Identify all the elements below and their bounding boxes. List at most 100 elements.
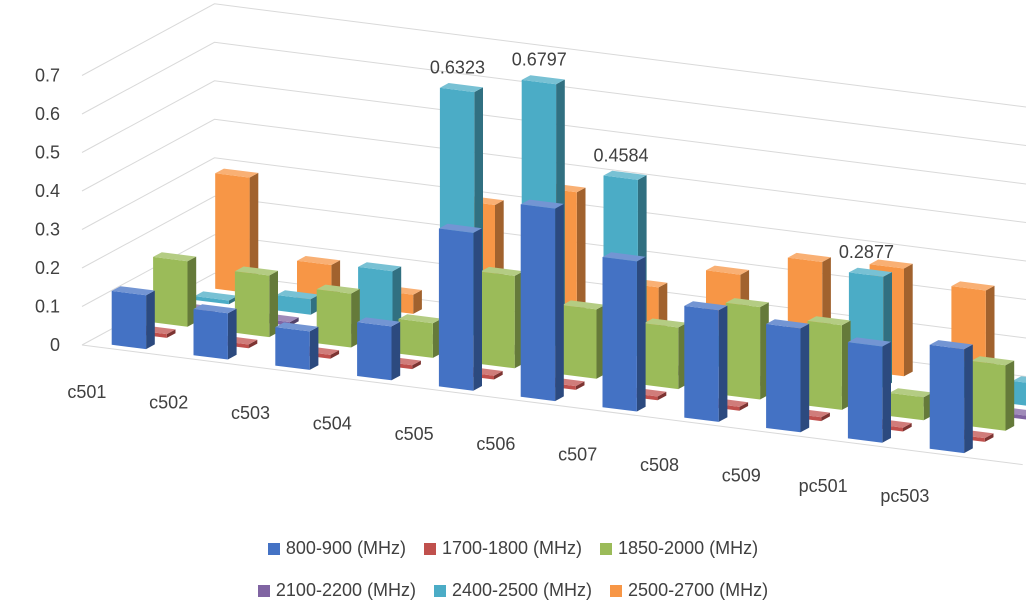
bar-side	[391, 321, 401, 381]
bar-side	[882, 341, 891, 443]
bar-front	[398, 318, 433, 358]
y-tick-label: 0.7	[35, 66, 60, 86]
bar-front	[847, 342, 883, 443]
gridline	[81, 195, 1026, 300]
bar-side	[718, 305, 728, 422]
legend-label: 800-900 (MHz)	[285, 538, 406, 558]
x-tick-label: c505	[395, 424, 434, 444]
bar-front	[725, 302, 761, 400]
x-tick-label: c503	[231, 403, 270, 423]
data-label: 0.4584	[594, 145, 649, 165]
bar	[971, 356, 1015, 431]
bar-front	[480, 271, 515, 369]
legend-label: 1700-1800 (MHz)	[441, 538, 583, 558]
legend-item[interactable]: 2100-2200 (MHz)	[257, 580, 416, 601]
bar-top	[215, 168, 259, 178]
gridlines	[81, 3, 1026, 466]
x-tick-label: c501	[67, 382, 106, 402]
x-tick-label: c507	[558, 445, 597, 465]
x-tick-label: c502	[149, 393, 188, 413]
bar-top	[480, 266, 524, 276]
bar-front	[111, 290, 147, 350]
bar-side	[413, 290, 422, 314]
bar-side	[392, 266, 402, 326]
bar-front	[766, 324, 801, 433]
bar-side	[903, 423, 912, 432]
bar-side	[309, 326, 319, 370]
bar-front	[643, 323, 679, 390]
bar-front	[193, 309, 228, 360]
data-label: 0.2877	[839, 242, 894, 262]
bar-side	[984, 433, 994, 442]
bar	[643, 318, 687, 390]
bar-top	[276, 290, 320, 300]
bar	[276, 290, 320, 315]
bar-top	[725, 298, 769, 308]
bar-front	[194, 296, 229, 305]
bar	[357, 317, 401, 381]
x-tick-label: pc503	[880, 486, 929, 506]
x-tick-label: c508	[640, 455, 679, 475]
bar-top	[766, 319, 810, 329]
bar	[562, 300, 606, 379]
bar-side	[739, 402, 749, 411]
bar-top	[971, 356, 1015, 366]
bar-top	[357, 317, 401, 327]
legend-row-1: 800-900 (MHz) 1700-1800 (MHz) 1850-2000 …	[0, 538, 1026, 559]
bar	[725, 298, 769, 400]
legend-swatch	[610, 584, 623, 597]
bar-front	[562, 305, 597, 379]
bar-side	[555, 203, 564, 402]
legend-item[interactable]: 1700-1800 (MHz)	[423, 538, 583, 559]
bar-front	[316, 289, 352, 348]
bar-front	[234, 271, 270, 338]
bar	[1012, 376, 1026, 406]
bar-front	[602, 257, 637, 412]
bar-side	[964, 344, 973, 454]
bar-front	[1012, 380, 1026, 406]
x-tick-label: c509	[722, 465, 761, 485]
x-axis-tick-labels: c501 c502 c503 c504 c505 c506 c507 c508 c509 pc50…	[67, 382, 929, 506]
bar-top	[603, 170, 647, 180]
legend-item[interactable]: 800-900 (MHz)	[267, 538, 406, 559]
bar-front	[889, 392, 924, 421]
bar-top	[602, 252, 646, 262]
bar-top	[194, 291, 238, 301]
legend-label: 2400-2500 (MHz)	[451, 580, 593, 600]
bar-front	[929, 344, 965, 454]
bar-top	[562, 300, 606, 310]
bar-front	[153, 256, 188, 327]
x-tick-label: pc501	[799, 476, 848, 496]
bar-top	[1012, 376, 1026, 383]
bar-top	[438, 223, 482, 233]
legend-item[interactable]: 2500-2700 (MHz)	[610, 580, 768, 601]
bar-front	[215, 173, 250, 294]
bar-front	[807, 320, 842, 410]
bar	[398, 314, 442, 358]
bar-side	[1005, 360, 1015, 431]
bar-side	[330, 350, 340, 359]
y-tick-label: 0.3	[35, 220, 60, 240]
bar	[847, 337, 891, 443]
legend-label: 2100-2200 (MHz)	[275, 580, 416, 600]
bar-top	[520, 199, 564, 209]
bar-side	[576, 187, 586, 335]
legend-item[interactable]: 1850-2000 (MHz)	[600, 538, 758, 559]
data-label: 0.6323	[430, 58, 485, 78]
bar	[316, 284, 360, 348]
data-labels: 0.6323 0.6797 0.4584 0.2877	[430, 50, 894, 263]
bar-front	[684, 305, 719, 422]
legend-swatch	[267, 542, 280, 555]
bar-side	[800, 323, 810, 433]
legend-item[interactable]: 2400-2500 (MHz)	[433, 580, 593, 601]
data-label: 0.6797	[512, 50, 567, 70]
gridline	[81, 41, 1026, 146]
y-tick-label: 0.6	[35, 104, 60, 124]
bars	[111, 75, 1026, 454]
legend-label: 2500-2700 (MHz)	[628, 580, 769, 600]
gridline	[81, 80, 1026, 185]
bar-top	[193, 304, 237, 314]
bar-top	[847, 337, 891, 347]
bar	[215, 168, 259, 294]
